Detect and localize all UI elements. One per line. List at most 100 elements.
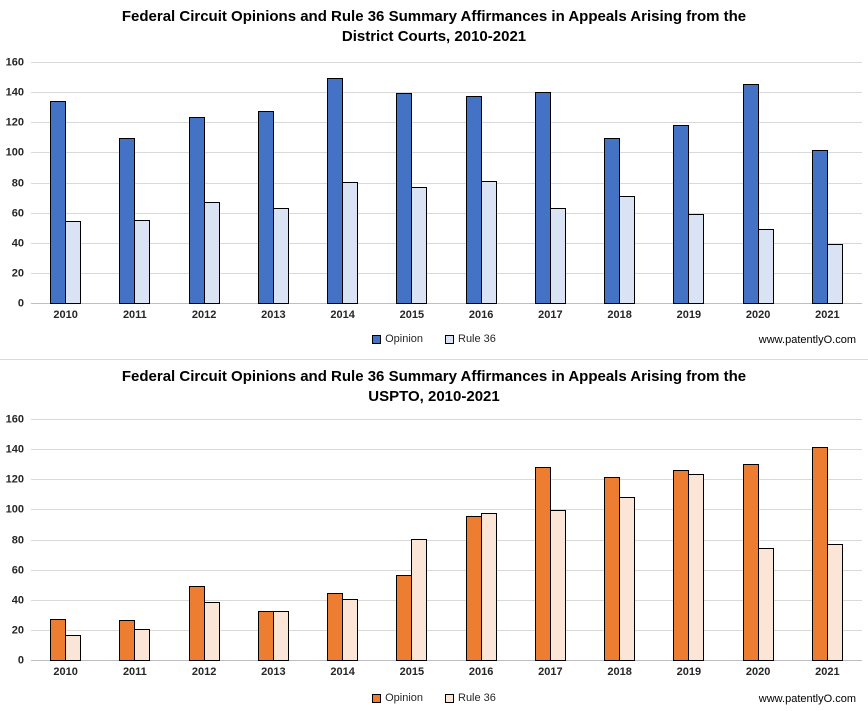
x-tick-label: 2021 [815,666,840,678]
y-axis: 0 20 40 60 80 100 120 140 160 [0,414,26,666]
chart-title-line2: District Courts, 2010-2021 [341,27,527,45]
x-tick-label: 2011 [122,666,147,678]
bar-rule36-2013 [272,207,289,304]
bar-rule36-2013 [272,611,289,661]
bar-opinion-2021 [811,150,828,304]
x-axis-line [31,660,862,661]
x-tick-label: 2021 [815,309,840,321]
y-tick-label: 20 [11,267,24,280]
legend-label: Rule 36 [458,333,496,345]
gridline [31,479,862,481]
bar-opinion-2014 [327,78,344,304]
bar-opinion-2017 [534,466,551,661]
legend: Opinion Rule 36 [0,333,868,345]
legend-item-opinion: Opinion [372,333,423,345]
bar-group-2014 [308,63,377,304]
legend-label: Opinion [385,333,423,345]
bar-rule36-2018 [619,496,636,661]
bar-rule36-2020 [757,228,774,304]
gridline [31,152,862,154]
plot-area [31,419,862,661]
y-tick-label: 100 [5,146,24,159]
x-tick-label: 2017 [538,666,563,678]
x-tick-label: 2013 [261,666,286,678]
x-tick-label: 2020 [745,309,771,321]
gridline [31,419,862,420]
watermark: www.patentlyO.com [758,334,856,346]
bar-rule36-2016 [480,513,497,661]
bar-rule36-2010 [65,221,82,304]
legend-swatch-opinion-icon [372,693,382,703]
bar-opinion-2017 [534,91,551,304]
gridline [31,599,862,601]
bar-group-2020 [724,63,793,304]
bar-group-2017 [516,420,585,661]
bar-group-2010 [31,420,100,661]
bar-opinion-2012 [188,117,205,304]
bar-opinion-2016 [465,96,482,304]
x-tick-label: 2014 [330,666,355,678]
bar-group-2015 [377,420,446,661]
bar-rule36-2017 [549,207,566,304]
y-tick-label: 120 [5,473,24,486]
bar-rule36-2014 [342,599,359,661]
bar-rule36-2018 [619,195,636,304]
x-tick-label: 2011 [122,309,147,321]
x-tick-label: 2018 [607,309,632,321]
bar-group-2013 [239,63,308,304]
legend-item-rule36: Rule 36 [445,692,496,704]
bar-rule36-2019 [688,474,705,661]
bar-group-2010 [31,63,100,304]
bar-opinion-2010 [50,100,67,304]
bar-rule36-2021 [826,243,843,304]
y-tick-label: 80 [11,177,24,189]
bar-group-2019 [654,420,723,661]
legend-swatch-rule36-icon [445,334,454,344]
bar-group-2021 [793,420,862,661]
y-tick-label: 20 [11,624,24,637]
gridline [31,122,862,124]
uspto-chart: Federal Circuit Opinions and Rule 36 Sum… [0,359,868,711]
chart-footer: Opinion Rule 36 www.patentlyO.com [0,692,868,710]
bar-rule36-2011 [134,629,151,661]
y-tick-label: 60 [11,207,24,220]
bar-opinion-2015 [396,93,413,304]
bar-opinion-2020 [742,463,759,661]
bar-rule36-2011 [134,219,151,304]
x-tick-label: 2014 [330,309,355,321]
x-tick-label: 2010 [53,309,78,321]
bar-groups [31,420,862,661]
plot-wrap: 0 20 40 60 80 100 120 140 160 2010 2011 2012 2013 20… [0,57,862,329]
bar-group-2018 [585,63,654,304]
bar-group-2013 [239,420,308,661]
x-tick-label: 2018 [607,666,632,678]
chart-footer: Opinion Rule 36 www.patentlyO.com [0,333,868,351]
legend-label: Opinion [385,692,423,704]
plot-area [31,62,862,304]
bar-rule36-2015 [411,539,428,661]
gridline [31,92,862,94]
bar-opinion-2016 [465,516,482,661]
bar-group-2020 [724,420,793,661]
y-tick-label: 100 [5,503,24,516]
bar-group-2014 [308,420,377,661]
bar-group-2016 [447,63,516,304]
x-tick-label: 2012 [191,666,217,678]
x-tick-label: 2019 [676,309,702,321]
gridline [31,212,862,214]
x-tick-label: 2013 [261,309,286,321]
plot-wrap: 0 20 40 60 80 100 120 140 160 2010 2011 2012 2013 20… [0,414,862,686]
bar-opinion-2014 [327,593,344,661]
x-tick-label: 2016 [468,309,494,321]
y-tick-label: 40 [11,237,24,250]
bar-rule36-2010 [65,635,82,661]
gridline [31,539,862,541]
bar-rule36-2019 [688,213,705,304]
legend-item-opinion: Opinion [372,692,423,704]
bar-group-2012 [170,420,239,661]
bar-opinion-2011 [119,138,136,304]
bar-opinion-2019 [673,469,690,661]
district-courts-chart: Federal Circuit Opinions and Rule 36 Sum… [0,7,868,359]
bar-opinion-2021 [811,447,828,661]
bar-group-2012 [170,63,239,304]
